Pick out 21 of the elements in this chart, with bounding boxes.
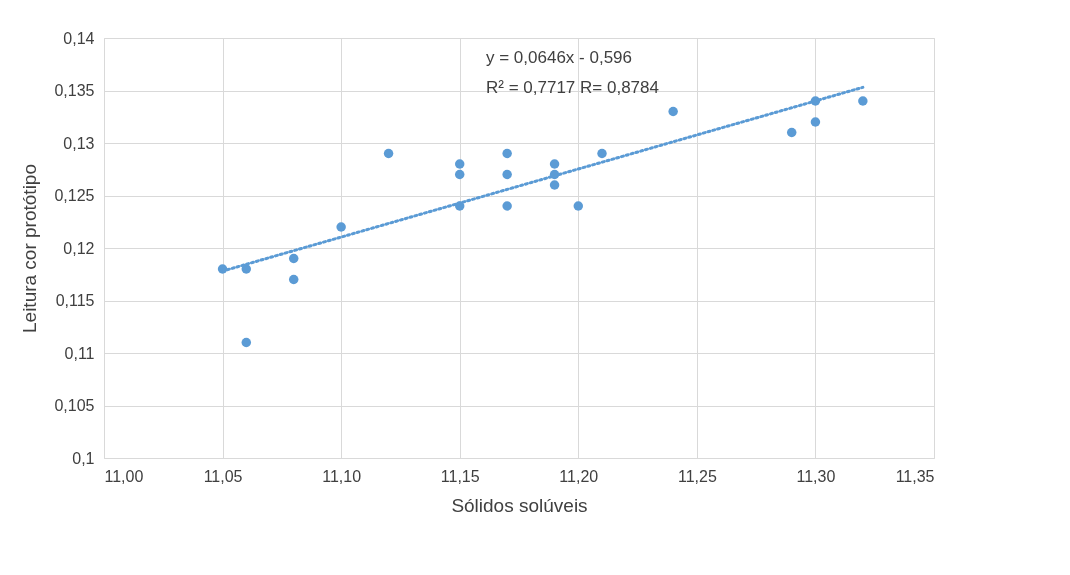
y-tick-label: 0,135 — [54, 82, 95, 99]
y-tick-label: 0,13 — [63, 134, 95, 152]
x-tick-label: 11,00 — [104, 467, 144, 485]
y-tick-label: 0,12 — [63, 239, 95, 257]
y-tick-label: 0,1 — [72, 449, 95, 467]
x-tick-label: 11,20 — [559, 467, 599, 485]
y-tick-label: 0,115 — [55, 292, 95, 309]
annotation: y = 0,0646x - 0,596 — [486, 48, 633, 67]
x-tick-label: 11,10 — [322, 467, 362, 485]
y-tick-label: 0,125 — [54, 187, 95, 204]
y-axis-title: Leitura cor protótipo — [19, 164, 41, 333]
y-tick-label: 0,105 — [54, 397, 95, 414]
x-tick-label: 11,30 — [796, 467, 836, 485]
x-axis-title: Sólidos solúveis — [451, 494, 588, 516]
x-tick-label: 11,25 — [677, 467, 717, 485]
x-tick-label: 11,35 — [895, 467, 935, 485]
x-tick-label: 11,05 — [203, 467, 243, 485]
x-tick-label: 11,15 — [440, 467, 480, 485]
y-tick-label: 0,11 — [64, 344, 95, 362]
annotation: R² = 0,7717 R= 0,8784 — [486, 78, 659, 97]
y-tick-label: 0,14 — [63, 29, 95, 47]
